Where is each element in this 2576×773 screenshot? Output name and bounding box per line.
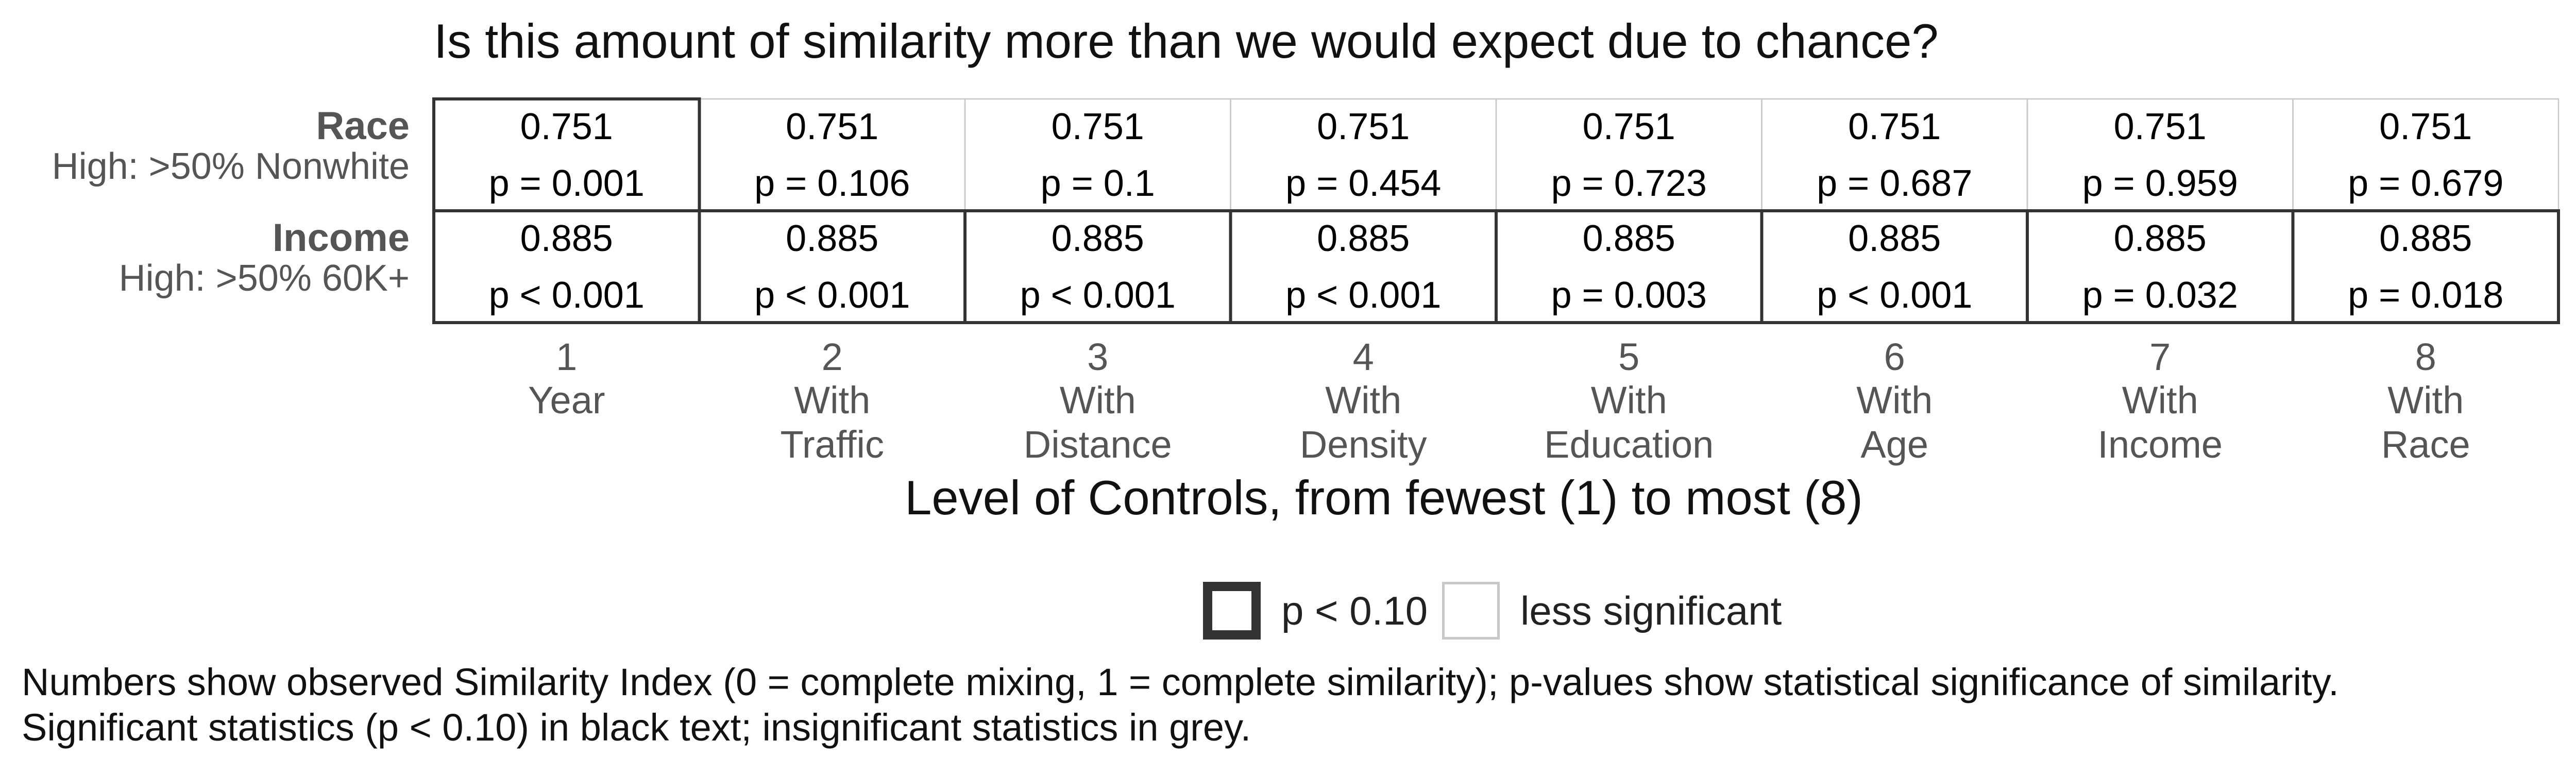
cell-value: 0.885 bbox=[1583, 218, 1675, 259]
column-label-line2: Distance bbox=[1024, 423, 1172, 466]
cell-pvalue: p = 0.001 bbox=[489, 163, 645, 204]
column-label-line1: With bbox=[794, 379, 870, 422]
column-label-line1: With bbox=[1060, 379, 1136, 422]
column-number: 4 bbox=[1353, 335, 1374, 378]
cell-value: 0.751 bbox=[2114, 106, 2207, 147]
cell-pvalue: p = 0.003 bbox=[1551, 275, 1707, 316]
cell-pvalue: p = 0.032 bbox=[2082, 275, 2238, 316]
row-label: Race bbox=[316, 104, 410, 148]
cell-value: 0.751 bbox=[1583, 106, 1675, 147]
cell-value: 0.751 bbox=[1848, 106, 1941, 147]
legend-swatch-insignificant bbox=[1442, 582, 1500, 640]
column-label-group: 1Year2WithTraffic3WithDistance4WithDensi… bbox=[528, 335, 2470, 466]
column-number: 5 bbox=[1618, 335, 1639, 378]
column-label-line2: Age bbox=[1860, 423, 1928, 466]
cell-border-significant bbox=[2291, 209, 2560, 324]
column-label-line1: Year bbox=[528, 379, 605, 422]
cell-value: 0.885 bbox=[520, 218, 613, 259]
column-label-line2: Race bbox=[2381, 423, 2470, 466]
cell-pvalue: p = 0.106 bbox=[754, 163, 910, 204]
cell-pvalue: p < 0.001 bbox=[754, 275, 910, 316]
row-sublabel: High: >50% 60K+ bbox=[119, 258, 410, 299]
footnote-line-2: Significant statistics (p < 0.10) in bla… bbox=[22, 706, 1251, 749]
cell-value: 0.885 bbox=[2379, 218, 2472, 259]
cell-value: 0.885 bbox=[1052, 218, 1144, 259]
cell-pvalue: p = 0.454 bbox=[1285, 163, 1441, 204]
cell-pvalue: p = 0.1 bbox=[1041, 163, 1155, 204]
legend: p < 0.10 less significant bbox=[1203, 582, 1796, 640]
cell-value: 0.751 bbox=[1052, 106, 1144, 147]
column-label-line2: Density bbox=[1300, 423, 1427, 466]
cell-value: 0.751 bbox=[1317, 106, 1410, 147]
column-number: 3 bbox=[1087, 335, 1108, 378]
legend-swatch-significant bbox=[1203, 582, 1261, 640]
cell-pvalue: p < 0.001 bbox=[1020, 275, 1176, 316]
cell-value: 0.885 bbox=[1848, 218, 1941, 259]
cell-value: 0.751 bbox=[2379, 106, 2472, 147]
column-label-line2: Income bbox=[2097, 423, 2223, 466]
cell-pvalue: p = 0.687 bbox=[1817, 163, 1972, 204]
column-label-line1: With bbox=[1856, 379, 1933, 422]
row-sublabel: High: >50% Nonwhite bbox=[52, 146, 410, 187]
column-label-line2: Traffic bbox=[781, 423, 884, 466]
column-label-line1: With bbox=[1325, 379, 1401, 422]
column-number: 2 bbox=[822, 335, 843, 378]
chart-title: Is this amount of similarity more than w… bbox=[434, 14, 1939, 68]
column-label-line1: With bbox=[2387, 379, 2464, 422]
cell-value: 0.885 bbox=[2114, 218, 2207, 259]
row-label: Income bbox=[273, 216, 410, 260]
column-number: 6 bbox=[1884, 335, 1905, 378]
cell-text-group: 0.751 p = 0.001 0.751 p = 0.106 0.751 p = 0.1… bbox=[489, 106, 2504, 316]
cell-value: 0.885 bbox=[1317, 218, 1410, 259]
cell-pvalue: p < 0.001 bbox=[489, 275, 645, 316]
column-label-line1: With bbox=[1591, 379, 1667, 422]
cell-group-significant bbox=[432, 97, 2560, 324]
column-number: 7 bbox=[2149, 335, 2171, 378]
cell-pvalue: p < 0.001 bbox=[1285, 275, 1441, 316]
cell-value: 0.751 bbox=[786, 106, 878, 147]
column-label-line1: With bbox=[2122, 379, 2198, 422]
legend-label-significant: p < 0.10 bbox=[1281, 587, 1428, 633]
cell-pvalue: p = 0.679 bbox=[2348, 163, 2503, 204]
cell-pvalue: p = 0.723 bbox=[1551, 163, 1707, 204]
cell-pvalue: p = 0.959 bbox=[2082, 163, 2238, 204]
column-number: 8 bbox=[2415, 335, 2436, 378]
cell-value: 0.885 bbox=[786, 218, 878, 259]
cell-value: 0.751 bbox=[520, 106, 613, 147]
column-label-line2: Education bbox=[1544, 423, 1714, 466]
cell-pvalue: p < 0.001 bbox=[1817, 275, 1972, 316]
column-number: 1 bbox=[556, 335, 577, 378]
footnote-line-1: Numbers show observed Similarity Index (… bbox=[22, 661, 2339, 703]
cell-pvalue: p = 0.018 bbox=[2348, 275, 2503, 316]
legend-label-insignificant: less significant bbox=[1520, 587, 1782, 633]
x-axis-label: Level of Controls, from fewest (1) to mo… bbox=[905, 470, 1863, 525]
